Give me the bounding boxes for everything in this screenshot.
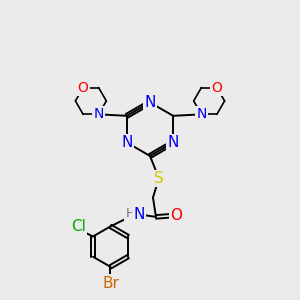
- Text: N: N: [144, 95, 156, 110]
- Text: O: O: [212, 81, 222, 94]
- Text: S: S: [154, 171, 164, 186]
- Text: O: O: [78, 81, 88, 94]
- Text: N: N: [196, 107, 207, 121]
- Text: N: N: [167, 135, 179, 150]
- Text: N: N: [93, 107, 104, 121]
- Text: N: N: [133, 207, 144, 222]
- Text: H: H: [125, 206, 135, 220]
- Text: Br: Br: [102, 276, 119, 291]
- Text: O: O: [170, 208, 182, 223]
- Text: N: N: [121, 135, 133, 150]
- Text: Cl: Cl: [71, 220, 86, 235]
